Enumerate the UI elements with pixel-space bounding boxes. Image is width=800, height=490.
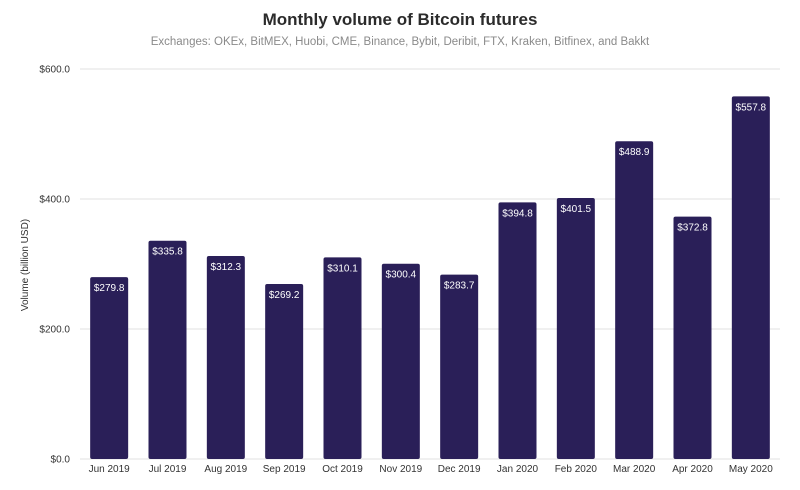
x-tick-label: Aug 2019 — [204, 464, 247, 475]
x-tick-label: Jun 2019 — [89, 464, 131, 475]
x-tick-label: Sep 2019 — [263, 464, 306, 475]
bar — [206, 256, 245, 459]
bar — [615, 141, 654, 459]
x-tick-label: Jan 2020 — [497, 464, 539, 475]
x-tick-label: May 2020 — [729, 464, 773, 475]
y-axis-label: Volume (billion USD) — [20, 219, 31, 311]
y-tick-label: $0.0 — [51, 455, 71, 466]
data-label: $401.5 — [561, 204, 592, 215]
data-label: $372.8 — [677, 223, 708, 234]
x-tick-label: Apr 2020 — [672, 464, 713, 475]
data-label: $312.3 — [211, 262, 242, 273]
bar — [556, 198, 595, 459]
y-axis-ticks: $0.0 $200.0 $400.0 $600.0 — [39, 65, 70, 466]
bar — [731, 96, 770, 460]
x-tick-label: Mar 2020 — [613, 464, 656, 475]
data-label: $488.9 — [619, 147, 650, 158]
data-label: $335.8 — [152, 247, 183, 258]
data-label: $557.8 — [736, 102, 767, 113]
data-label: $394.8 — [502, 208, 533, 219]
data-label: $279.8 — [94, 283, 125, 294]
x-tick-label: Jul 2019 — [149, 464, 187, 475]
bar — [148, 240, 187, 459]
bar — [265, 284, 304, 459]
y-tick-label: $200.0 — [39, 325, 70, 336]
gridlines — [80, 68, 780, 460]
bar — [673, 216, 712, 459]
bar — [440, 274, 479, 459]
x-tick-label: Dec 2019 — [438, 464, 481, 475]
chart-title: Monthly volume of Bitcoin futures — [262, 10, 538, 29]
data-label: $310.1 — [327, 263, 358, 274]
bar — [498, 202, 537, 459]
x-tick-label: Feb 2020 — [555, 464, 598, 475]
chart-subtitle: Exchanges: OKEx, BitMEX, Huobi, CME, Bin… — [150, 36, 650, 48]
x-tick-label: Oct 2019 — [322, 464, 363, 475]
x-axis-ticks: Jun 2019 Jul 2019 Aug 2019 Sep 2019 Oct 2019… — [89, 464, 774, 475]
data-label: $283.7 — [444, 281, 475, 292]
y-tick-label: $600.0 — [39, 65, 70, 76]
data-label: $269.2 — [269, 290, 300, 301]
bar — [90, 277, 129, 459]
x-tick-label: Nov 2019 — [379, 464, 422, 475]
data-label: $300.4 — [386, 270, 417, 281]
bar — [381, 263, 420, 459]
y-tick-label: $400.0 — [39, 195, 70, 206]
bar — [323, 257, 362, 459]
bars: $279.8 $335.8 $312.3 $269.2 $310.1 $300.4 $283… — [90, 96, 770, 460]
